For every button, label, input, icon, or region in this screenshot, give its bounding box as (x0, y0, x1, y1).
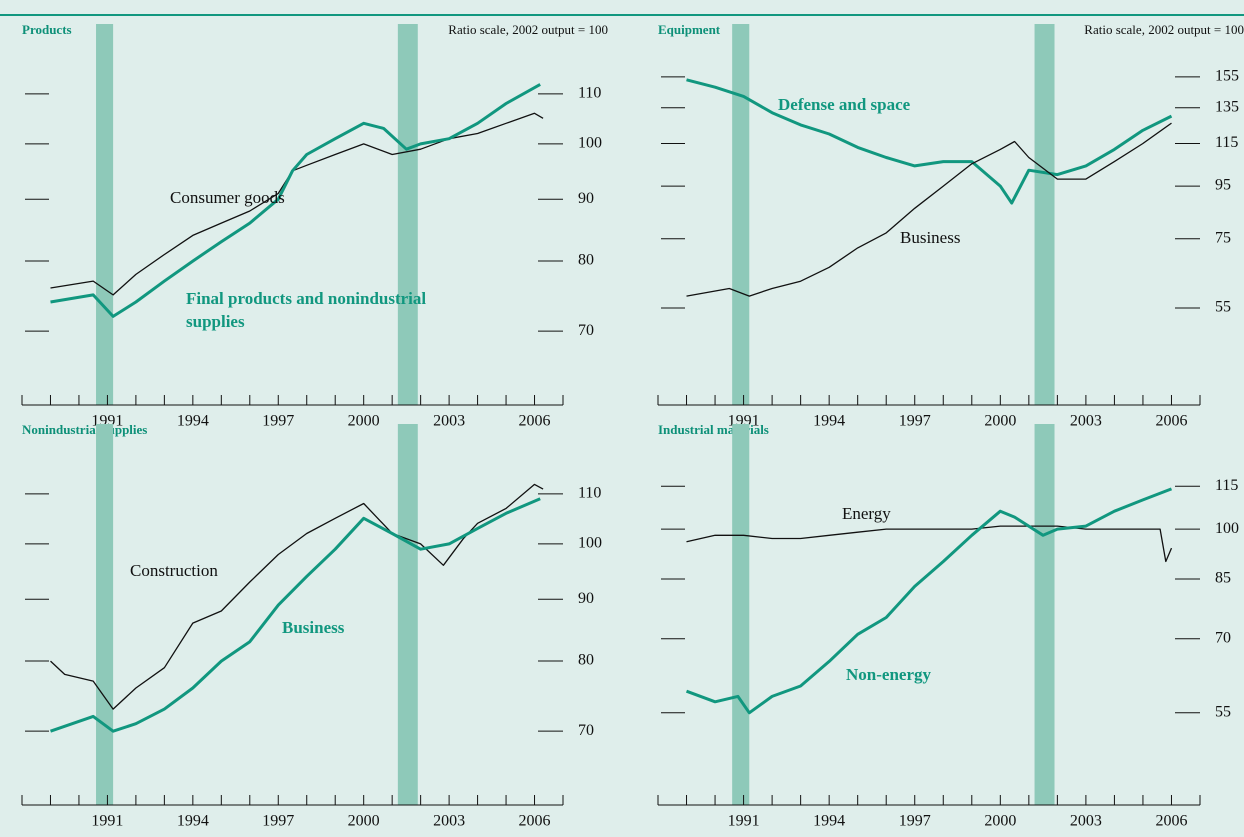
series-label-line: supplies (186, 312, 245, 331)
series-line (50, 497, 541, 733)
y-tick-label: 85 (1215, 570, 1231, 587)
series-line (685, 487, 1173, 715)
y-tick-label: 75 (1215, 229, 1231, 246)
x-tick-label: 2000 (348, 413, 380, 430)
panel-subtitle: Ratio scale, 2002 output = 100 (1084, 22, 1244, 37)
y-tick-label: 70 (1215, 629, 1231, 646)
x-tick-label: 2003 (433, 413, 465, 430)
series-line (686, 525, 1173, 563)
series-label: Non-energy (846, 665, 931, 684)
y-tick-label: 110 (578, 485, 601, 502)
series-label: Business (282, 618, 345, 637)
x-tick-label: 2003 (433, 813, 465, 830)
x-tick-label: 2003 (1070, 413, 1102, 430)
series-label-line: Final products and nonindustrial (186, 289, 426, 308)
x-tick-label: 1994 (177, 813, 209, 830)
x-tick-label: 1997 (262, 813, 294, 830)
series-label: Consumer goods (170, 188, 285, 207)
series-label: Energy (842, 504, 891, 523)
recession-shade (96, 24, 114, 405)
series-line (50, 83, 541, 318)
x-tick-label: 2006 (1155, 813, 1187, 830)
x-tick-label: 2006 (519, 413, 551, 430)
y-tick-label: 70 (578, 322, 594, 339)
y-tick-label: 80 (578, 252, 594, 269)
x-tick-label: 1994 (813, 413, 845, 430)
y-tick-label: 80 (578, 652, 594, 669)
x-tick-label: 1997 (899, 413, 931, 430)
x-tick-label: 1994 (813, 813, 845, 830)
x-tick-label: 2003 (1070, 813, 1102, 830)
y-tick-label: 115 (1215, 134, 1238, 151)
series-line (686, 122, 1172, 297)
y-tick-label: 55 (1215, 299, 1231, 316)
recession-shade (732, 24, 750, 405)
y-tick-label: 135 (1215, 98, 1239, 115)
y-tick-label: 90 (578, 190, 594, 207)
y-tick-label: 95 (1215, 177, 1231, 194)
panel-title: Nonindustrial supplies (22, 422, 147, 437)
y-tick-label: 110 (578, 85, 601, 102)
y-tick-label: 70 (578, 722, 594, 739)
series-line (50, 112, 544, 296)
recession-shade (397, 24, 418, 405)
x-tick-label: 1991 (728, 813, 760, 830)
y-tick-label: 100 (578, 135, 602, 152)
x-tick-label: 2006 (1155, 413, 1187, 430)
series-line (686, 78, 1173, 205)
series-label: Business (900, 228, 960, 247)
y-tick-label: 100 (1215, 520, 1239, 537)
recession-shade (96, 424, 114, 805)
x-tick-label: 2000 (984, 813, 1016, 830)
recession-shade (1034, 424, 1055, 805)
x-tick-label: 2000 (348, 813, 380, 830)
recession-shade (397, 424, 418, 805)
y-tick-label: 90 (578, 590, 594, 607)
x-tick-label: 1994 (177, 413, 209, 430)
panel-title: Products (22, 22, 72, 37)
x-tick-label: 2006 (519, 813, 551, 830)
panel-title: Equipment (658, 22, 721, 37)
series-label: Defense and space (778, 95, 911, 114)
recession-shade (1034, 24, 1055, 405)
series-line (50, 483, 544, 710)
panel-title: Industrial materials (658, 422, 769, 437)
y-tick-label: 155 (1215, 68, 1239, 85)
y-tick-label: 55 (1215, 703, 1231, 720)
recession-shade (732, 424, 750, 805)
y-tick-label: 100 (578, 535, 602, 552)
series-label: Construction (130, 561, 218, 580)
x-tick-label: 2000 (984, 413, 1016, 430)
x-tick-label: 1991 (91, 813, 123, 830)
x-tick-label: 1997 (262, 413, 294, 430)
panel-subtitle: Ratio scale, 2002 output = 100 (448, 22, 608, 37)
y-tick-label: 115 (1215, 477, 1238, 494)
x-tick-label: 1997 (899, 813, 931, 830)
